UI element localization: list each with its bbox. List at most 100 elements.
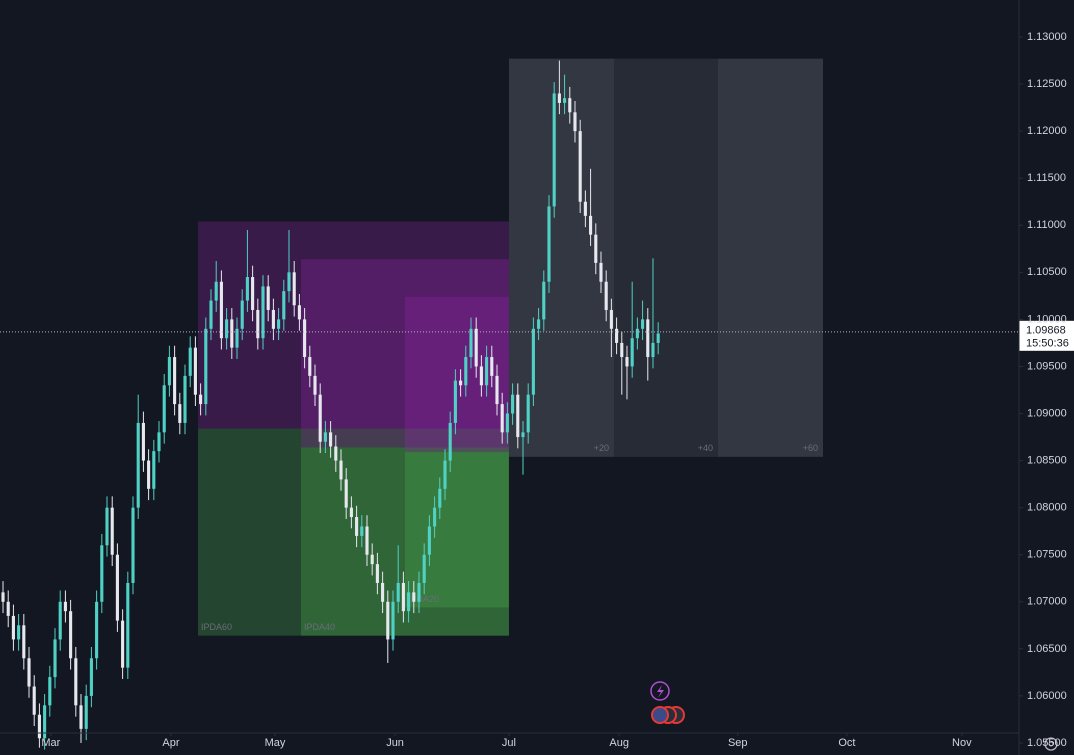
x-tick-label: Oct	[838, 737, 855, 749]
x-tick-label: Aug	[609, 737, 629, 749]
candle-body	[386, 601, 390, 640]
candle-body	[568, 98, 572, 113]
candle-body	[53, 639, 57, 678]
candle-body	[641, 319, 645, 329]
candle-body	[646, 319, 650, 358]
candle-body	[308, 357, 312, 376]
candle-body	[89, 658, 93, 696]
candle-body	[131, 507, 135, 583]
y-tick-label: 1.08000	[1027, 502, 1067, 514]
candle-body	[277, 319, 281, 329]
candle-body	[204, 328, 208, 405]
candle-body	[583, 201, 587, 216]
candle-body	[370, 554, 374, 565]
candle-body	[531, 328, 535, 395]
candle-body	[516, 394, 520, 438]
candle-body	[407, 592, 411, 612]
y-tick-label: 1.07500	[1027, 549, 1067, 561]
candle-body	[485, 357, 489, 386]
candle-body	[521, 432, 525, 438]
candle-body	[500, 404, 504, 433]
candle-body	[1, 592, 5, 602]
candle-body	[152, 451, 156, 489]
candle-body	[32, 686, 36, 715]
last-price-label: 1.09868	[1026, 325, 1066, 337]
candle-body	[547, 206, 551, 282]
x-tick-label: Apr	[162, 737, 179, 749]
y-tick-label: 1.09500	[1027, 360, 1067, 372]
candle-body	[620, 342, 624, 358]
candle-body	[490, 357, 494, 376]
discount-zone	[198, 428, 509, 636]
event-icon[interactable]	[650, 681, 670, 701]
projection-label: +60	[803, 443, 818, 453]
candle-body	[6, 601, 10, 616]
x-tick-label: Nov	[952, 737, 972, 749]
candle-body	[448, 422, 452, 461]
candle-body	[375, 564, 379, 583]
candle-body	[542, 281, 546, 320]
candle-body	[391, 601, 395, 640]
candle-body	[651, 342, 655, 358]
y-tick-label: 1.11500	[1027, 172, 1066, 184]
x-tick-label: Mar	[41, 737, 60, 749]
x-tick-label: Jul	[502, 737, 516, 749]
candle-body	[313, 375, 317, 395]
candle-body	[136, 422, 140, 508]
settings-button[interactable]	[1044, 737, 1058, 751]
candle-body	[173, 357, 177, 405]
candle-body	[339, 460, 343, 480]
candle-body	[225, 319, 229, 339]
candle-body	[209, 300, 213, 329]
candle-body	[235, 328, 239, 348]
candle-body	[479, 366, 483, 386]
candle-body	[11, 615, 15, 640]
candle-body	[303, 319, 307, 358]
event-icons[interactable]	[650, 681, 685, 724]
candle-body	[438, 488, 442, 508]
candle-body	[349, 507, 353, 518]
candle-body	[282, 291, 286, 320]
candle-body	[578, 131, 582, 202]
candle-body	[334, 446, 338, 461]
candle-body	[95, 601, 99, 659]
candle-body	[459, 380, 463, 386]
candle-body	[355, 517, 359, 536]
y-tick-label: 1.12500	[1027, 78, 1067, 90]
y-tick-label: 1.11000	[1027, 219, 1066, 231]
candle-body	[292, 272, 296, 306]
y-tick-label: 1.08500	[1027, 454, 1067, 466]
candle-body	[615, 328, 619, 343]
candle-body	[63, 601, 67, 612]
candle-body	[589, 215, 593, 235]
candle-body	[573, 112, 577, 132]
candle-body	[360, 526, 364, 536]
y-tick-label: 1.05500	[1027, 737, 1067, 749]
projection-label: +20	[594, 443, 609, 453]
candle-body	[453, 380, 457, 423]
candle-body	[167, 357, 171, 386]
candle-body	[48, 677, 52, 706]
candle-body	[84, 695, 88, 729]
candle-body	[266, 286, 270, 310]
candle-body	[162, 385, 166, 433]
discount-zone	[404, 452, 509, 608]
zone-label: IPDA20	[408, 594, 439, 604]
flag-icon[interactable]	[651, 706, 669, 724]
zone-label: IPDA60	[201, 622, 232, 632]
candle-body	[27, 658, 31, 687]
candle-body	[261, 286, 265, 339]
candle-body	[17, 625, 21, 640]
candle-body	[505, 413, 509, 433]
lightning	[657, 685, 664, 698]
candle-body	[230, 319, 234, 348]
candle-body	[329, 432, 333, 447]
candle-body	[464, 357, 468, 386]
candle-body	[417, 582, 421, 602]
candle-body	[79, 705, 83, 729]
candle-body	[656, 333, 660, 343]
candle-body	[193, 347, 197, 395]
candle-body	[537, 319, 541, 329]
gear[interactable]	[1044, 737, 1058, 751]
